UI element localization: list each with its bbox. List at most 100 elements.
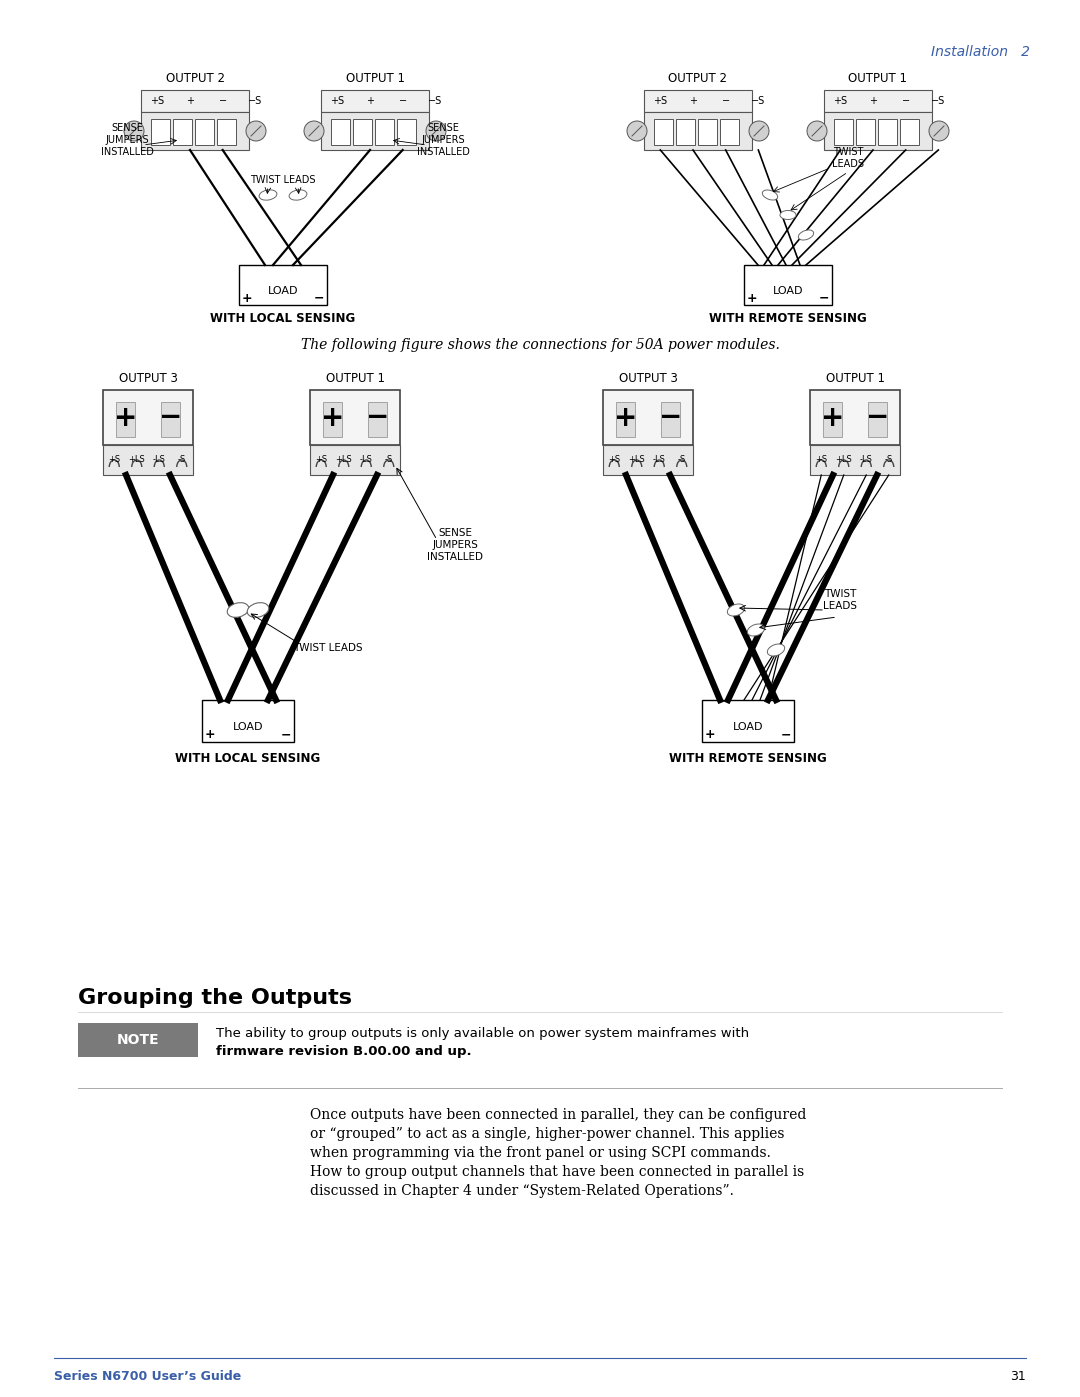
Bar	[810, 446, 900, 475]
Text: How to group output channels that have been connected in parallel is: How to group output channels that have b…	[310, 1165, 805, 1179]
Bar	[744, 265, 832, 305]
Bar	[217, 119, 237, 145]
Text: OUTPUT 2: OUTPUT 2	[165, 71, 225, 84]
Text: +S: +S	[330, 96, 345, 106]
Bar	[603, 446, 693, 475]
Ellipse shape	[798, 231, 813, 240]
Text: or “grouped” to act as a single, higher-power channel. This applies: or “grouped” to act as a single, higher-…	[310, 1127, 784, 1141]
Bar	[117, 402, 135, 437]
Bar	[78, 1023, 198, 1058]
Ellipse shape	[727, 604, 745, 616]
Bar	[698, 119, 717, 145]
Bar	[868, 402, 887, 437]
Text: -LS: -LS	[652, 455, 665, 464]
Circle shape	[929, 122, 949, 141]
Text: NOTE: NOTE	[117, 1032, 160, 1046]
Bar	[823, 402, 841, 437]
Text: SENSE
JUMPERS
INSTALLED: SENSE JUMPERS INSTALLED	[100, 123, 153, 158]
Text: firmware revision B.00.00 and up.: firmware revision B.00.00 and up.	[216, 1045, 472, 1059]
Text: +LS: +LS	[835, 455, 852, 464]
Ellipse shape	[227, 602, 248, 617]
Text: -S: -S	[177, 455, 186, 464]
Bar	[195, 119, 214, 145]
Text: -LS: -LS	[152, 455, 165, 464]
Text: when programming via the front panel or using SCPI commands.: when programming via the front panel or …	[310, 1146, 771, 1160]
Ellipse shape	[247, 602, 269, 617]
Text: -S: -S	[885, 455, 893, 464]
Bar	[368, 402, 387, 437]
Bar	[103, 446, 193, 475]
Bar	[239, 265, 327, 305]
Text: Once outputs have been connected in parallel, they can be configured: Once outputs have been connected in para…	[310, 1108, 807, 1122]
Circle shape	[627, 122, 647, 141]
Text: +: +	[113, 404, 137, 432]
Text: −S: −S	[931, 96, 945, 106]
Text: OUTPUT 1: OUTPUT 1	[849, 71, 907, 84]
Text: WITH REMOTE SENSING: WITH REMOTE SENSING	[710, 312, 867, 324]
Text: -LS: -LS	[860, 455, 873, 464]
Text: +S: +S	[834, 96, 848, 106]
Text: +: +	[205, 728, 215, 742]
Text: −S: −S	[248, 96, 262, 106]
Circle shape	[124, 122, 144, 141]
Text: The ability to group outputs is only available on power system mainframes with: The ability to group outputs is only ava…	[216, 1027, 750, 1039]
Text: 31: 31	[1010, 1369, 1026, 1383]
Text: −: −	[281, 728, 292, 742]
Text: LOAD: LOAD	[773, 286, 804, 296]
Bar	[720, 119, 739, 145]
Bar	[161, 402, 179, 437]
Ellipse shape	[762, 190, 778, 200]
Text: +: +	[821, 404, 845, 432]
Bar	[151, 119, 170, 145]
Text: +: +	[869, 96, 877, 106]
Ellipse shape	[780, 211, 796, 219]
Bar	[321, 89, 429, 112]
Text: OUTPUT 1: OUTPUT 1	[325, 372, 384, 384]
Ellipse shape	[747, 624, 765, 636]
Bar	[323, 402, 341, 437]
Circle shape	[426, 122, 446, 141]
Bar	[310, 446, 400, 475]
Text: +: +	[321, 404, 345, 432]
Circle shape	[246, 122, 266, 141]
Text: +LS: +LS	[336, 455, 352, 464]
Bar	[900, 119, 919, 145]
Text: −S: −S	[428, 96, 443, 106]
Text: OUTPUT 1: OUTPUT 1	[346, 71, 405, 84]
Bar	[676, 119, 696, 145]
Text: TWIST LEADS: TWIST LEADS	[251, 175, 315, 184]
Bar	[173, 119, 192, 145]
Text: −: −	[399, 96, 407, 106]
Text: TWIST LEADS: TWIST LEADS	[293, 643, 363, 652]
Text: +: +	[186, 96, 194, 106]
Text: LOAD: LOAD	[233, 722, 264, 732]
Text: The following figure shows the connections for 50A power modules.: The following figure shows the connectio…	[300, 338, 780, 352]
Text: −: −	[218, 96, 227, 106]
Text: −: −	[659, 404, 683, 432]
Bar	[310, 390, 400, 446]
Text: +S: +S	[150, 96, 164, 106]
Bar	[375, 119, 394, 145]
Bar	[824, 89, 932, 112]
Text: OUTPUT 3: OUTPUT 3	[119, 372, 177, 384]
Bar	[810, 390, 900, 446]
Bar	[330, 119, 350, 145]
Text: OUTPUT 2: OUTPUT 2	[669, 71, 728, 84]
Bar	[824, 112, 932, 149]
Text: +: +	[366, 96, 374, 106]
Text: −: −	[314, 292, 324, 305]
Ellipse shape	[259, 190, 276, 200]
Circle shape	[303, 122, 324, 141]
Text: +S: +S	[815, 455, 827, 464]
Text: -S: -S	[677, 455, 686, 464]
Text: −: −	[902, 96, 909, 106]
Text: −: −	[781, 728, 792, 742]
Text: discussed in Chapter 4 under “System-Related Operations”.: discussed in Chapter 4 under “System-Rel…	[310, 1185, 734, 1199]
Text: +: +	[242, 292, 253, 305]
Text: +: +	[746, 292, 757, 305]
Text: OUTPUT 1: OUTPUT 1	[825, 372, 885, 384]
Ellipse shape	[289, 190, 307, 200]
Text: SENSE
JUMPERS
INSTALLED: SENSE JUMPERS INSTALLED	[427, 528, 483, 563]
Bar	[617, 402, 635, 437]
Bar	[644, 89, 752, 112]
